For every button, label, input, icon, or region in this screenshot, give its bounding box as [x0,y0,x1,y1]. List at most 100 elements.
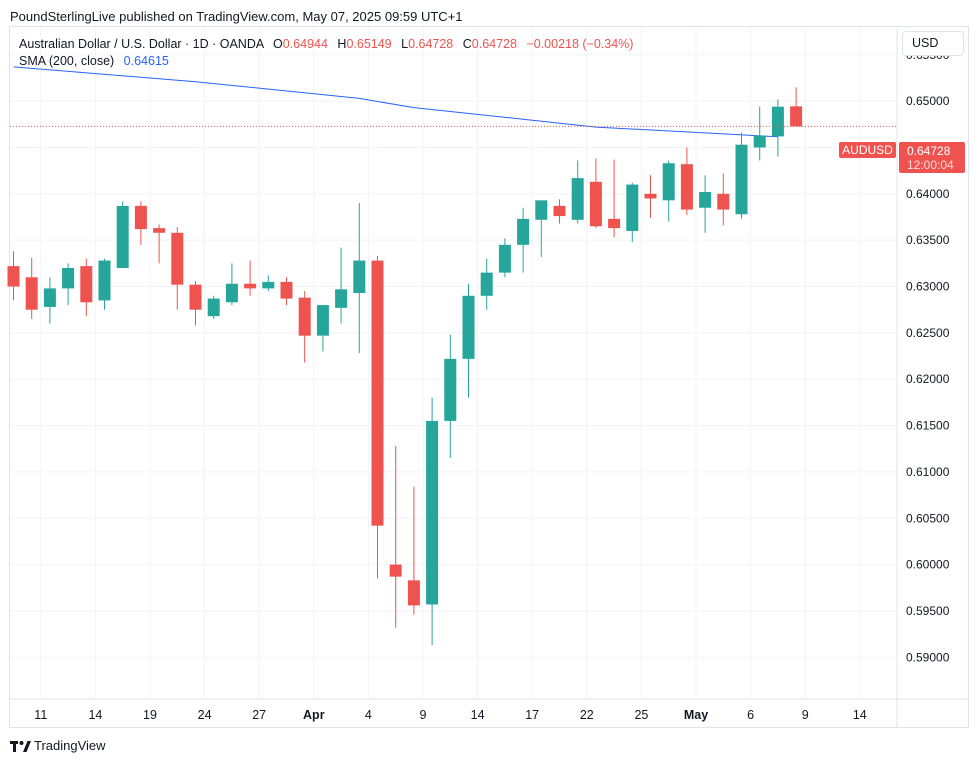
candle-body [80,266,93,303]
x-tick-label: Apr [303,708,325,722]
candle-body [225,283,238,303]
grid-lines [10,27,897,699]
candle-body [699,191,712,208]
x-tick-label: 9 [802,708,809,722]
candle-down[interactable] [189,280,202,326]
candle-down[interactable] [680,147,693,216]
candle-up[interactable] [662,160,675,222]
currency-button[interactable]: USD [902,31,964,56]
chart-legend: Australian Dollar / U.S. Dollar · 1D · O… [19,36,633,70]
candle-up[interactable] [353,203,366,354]
tradingview-logo-icon [10,739,32,753]
candle-down[interactable] [389,445,402,628]
x-tick-label: 14 [88,708,102,722]
x-tick-label: 6 [747,708,754,722]
candle-up[interactable] [626,182,639,243]
candle-up[interactable] [262,275,275,292]
candle-up[interactable] [62,263,75,306]
candle-body [7,266,20,287]
candle-up[interactable] [480,258,493,310]
candle-down[interactable] [7,251,20,301]
candle-body [517,218,530,245]
legend-high-label: H [337,37,347,51]
candle-up[interactable] [571,160,584,224]
x-tick-label: 9 [420,708,427,722]
candle-down[interactable] [589,158,602,229]
candle-body [753,135,766,148]
legend-sma-label[interactable]: SMA (200, close) [19,54,115,68]
candle-up[interactable] [771,99,784,157]
legend-low-label: L [401,37,409,51]
legend-close-label: C [462,37,472,51]
candle-up[interactable] [98,258,111,310]
y-tick-label: 0.61000 [906,465,950,479]
candle-down[interactable] [280,277,293,306]
footer-logo[interactable]: TradingView [10,738,106,753]
candle-down[interactable] [717,173,730,226]
candle-body [353,260,366,294]
candle-up[interactable] [498,238,511,278]
candle-body [153,228,166,233]
y-tick-label: 0.61500 [906,419,950,433]
candle-body [62,267,75,289]
axes: 0.655000.650000.645000.640000.635000.630… [10,27,968,727]
candle-body [407,580,420,606]
candle-body [262,281,275,289]
candle-body [207,298,220,317]
candle-down[interactable] [25,257,38,319]
candle-up[interactable] [207,295,220,319]
candle-body [589,181,602,227]
candle-up[interactable] [116,201,129,268]
candle-down[interactable] [608,159,621,238]
x-tick-label: 4 [365,708,372,722]
legend-low-value: 0.64728 [408,37,454,51]
x-tick-label: 17 [525,708,539,722]
candles-layer[interactable] [7,87,803,646]
candle-up[interactable] [316,305,329,352]
candle-up[interactable] [517,207,530,273]
y-tick-label: 0.63000 [906,280,950,294]
candle-down[interactable] [134,201,147,245]
legend-close-value: 0.64728 [471,37,517,51]
candle-up[interactable] [43,277,56,324]
candle-down[interactable] [790,87,803,127]
candle-down[interactable] [244,260,257,296]
candle-up[interactable] [444,334,457,459]
candle-body [98,260,111,301]
candle-up[interactable] [426,397,439,646]
candle-body [298,297,311,336]
candle-body [134,205,147,230]
candle-up[interactable] [225,263,238,306]
y-tick-label: 0.62000 [906,372,950,386]
y-tick-label: 0.62500 [906,326,950,340]
x-tick-label: 14 [471,708,485,722]
sma-line [13,66,778,138]
y-tick-label: 0.60000 [906,558,950,572]
x-tick-label: 19 [143,708,157,722]
candle-body [662,163,675,201]
legend-symbol[interactable]: Australian Dollar / U.S. Dollar · 1D · O… [19,37,264,51]
candle-up[interactable] [335,247,348,324]
candle-up[interactable] [753,106,766,161]
candle-body [553,205,566,217]
candle-body [790,106,803,127]
candle-up[interactable] [535,200,548,257]
candle-body [717,193,730,210]
candle-up[interactable] [699,175,712,233]
candle-down[interactable] [644,175,657,218]
candle-down[interactable] [371,255,384,579]
candle-down[interactable] [553,199,566,224]
candle-down[interactable] [407,486,420,615]
candle-down[interactable] [153,224,166,264]
candle-up[interactable] [462,283,475,398]
x-tick-label: 25 [634,708,648,722]
candle-down[interactable] [171,227,184,310]
footer-brand: TradingView [34,738,106,753]
y-tick-label: 0.63500 [906,233,950,247]
candle-body [571,178,584,220]
candle-down[interactable] [298,291,311,363]
candle-down[interactable] [80,258,93,317]
candle-body [280,281,293,299]
candle-up[interactable] [735,132,748,219]
